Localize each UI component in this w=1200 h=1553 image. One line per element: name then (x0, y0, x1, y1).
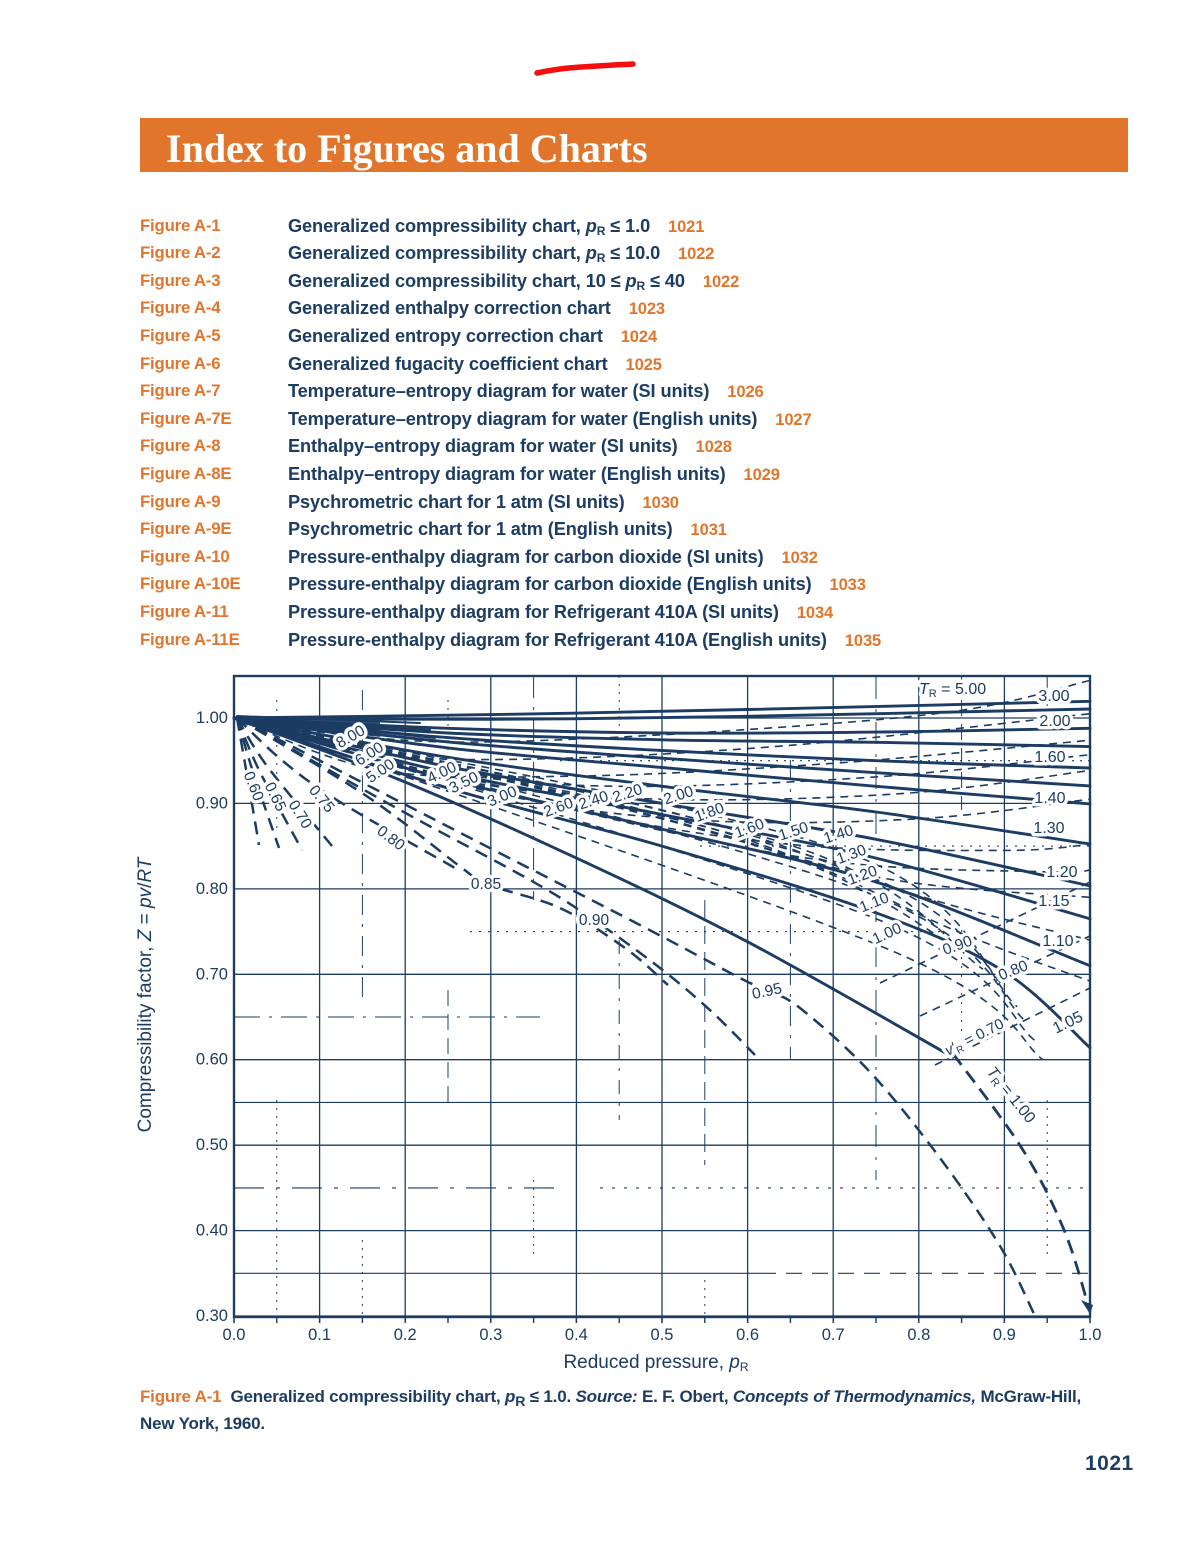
svg-text:0.60: 0.60 (196, 1051, 228, 1069)
svg-text:0.6: 0.6 (736, 1326, 759, 1344)
svg-text:0.90: 0.90 (196, 794, 228, 812)
svg-text:1.60: 1.60 (1034, 749, 1065, 766)
svg-text:0.70: 0.70 (196, 965, 228, 983)
svg-text:0.75: 0.75 (305, 782, 337, 816)
svg-text:0.80: 0.80 (196, 880, 228, 898)
svg-text:0.3: 0.3 (479, 1326, 502, 1344)
svg-text:0.95: 0.95 (751, 980, 784, 1003)
svg-text:1.60: 1.60 (732, 815, 767, 841)
svg-text:1.10: 1.10 (1042, 933, 1073, 950)
svg-text:0.9: 0.9 (993, 1326, 1016, 1344)
svg-text:v′R = 0.70: v′R = 0.70 (942, 1015, 1008, 1061)
svg-text:0.2: 0.2 (394, 1326, 417, 1344)
svg-text:3.00: 3.00 (1038, 688, 1069, 705)
svg-text:0.5: 0.5 (651, 1326, 674, 1344)
svg-text:0.80: 0.80 (996, 957, 1031, 984)
svg-text:0.70: 0.70 (285, 797, 316, 832)
svg-text:0.4: 0.4 (565, 1326, 588, 1344)
svg-text:0.80: 0.80 (374, 823, 409, 855)
svg-text:1.15: 1.15 (1038, 893, 1069, 910)
svg-text:1.20: 1.20 (845, 862, 880, 888)
svg-text:0.7: 0.7 (822, 1326, 845, 1344)
svg-text:1.20: 1.20 (1046, 864, 1077, 881)
svg-text:2.00: 2.00 (1039, 713, 1070, 730)
svg-text:0.40: 0.40 (196, 1222, 228, 1240)
svg-text:0.90: 0.90 (940, 932, 975, 958)
svg-text:0.0: 0.0 (223, 1326, 246, 1344)
svg-text:1.40: 1.40 (1034, 790, 1065, 807)
svg-text:0.8: 0.8 (907, 1326, 930, 1344)
svg-text:2.20: 2.20 (611, 781, 645, 807)
svg-text:1.30: 1.30 (1033, 820, 1064, 837)
svg-text:Compressibility factor, Z = pv: Compressibility factor, Z = pv/RT (135, 856, 156, 1132)
svg-text:0.90: 0.90 (579, 912, 610, 929)
svg-text:0.85: 0.85 (471, 876, 501, 893)
svg-text:TR = 5.00: TR = 5.00 (919, 681, 986, 700)
svg-text:TR = 1.00: TR = 1.00 (981, 1064, 1038, 1128)
svg-text:Reduced pressure, pR: Reduced pressure, pR (563, 1352, 748, 1374)
svg-text:0.50: 0.50 (196, 1136, 228, 1154)
svg-text:1.40: 1.40 (822, 822, 856, 848)
svg-text:1.0: 1.0 (1079, 1326, 1102, 1344)
svg-text:0.30: 0.30 (196, 1307, 228, 1325)
svg-text:1.00: 1.00 (196, 709, 228, 727)
svg-text:0.1: 0.1 (308, 1326, 331, 1344)
svg-text:1.00: 1.00 (870, 920, 905, 948)
